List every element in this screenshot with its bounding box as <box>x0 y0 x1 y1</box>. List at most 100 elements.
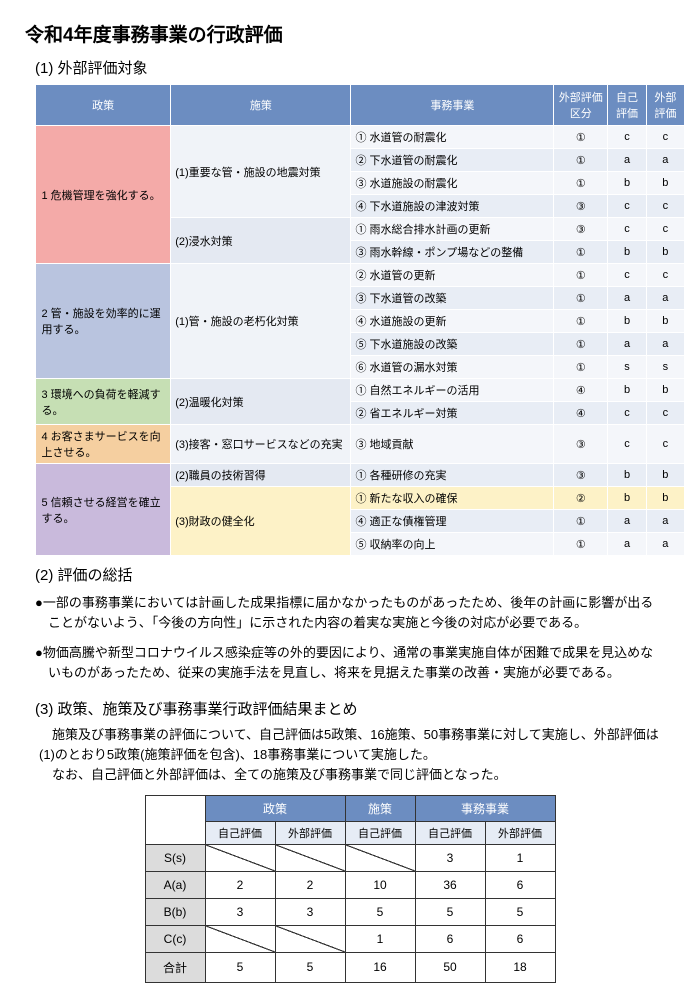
t2-cell: 6 <box>415 925 485 952</box>
page-title: 令和4年度事務事業の行政評価 <box>25 20 675 47</box>
project-cell: ③ 地域貢献 <box>351 425 554 464</box>
t2-cell: 1 <box>485 844 555 871</box>
t2-cell: 18 <box>485 952 555 982</box>
t2-cell: 10 <box>345 871 415 898</box>
eval-cell: ① <box>554 510 608 533</box>
t2-row-header: S(s) <box>145 844 205 871</box>
t2-cell: 3 <box>275 898 345 925</box>
policy-cell: 5 信頼させる経営を確立する。 <box>36 464 171 556</box>
t2-cell <box>205 844 275 871</box>
project-cell: ① 自然エネルギーの活用 <box>351 379 554 402</box>
project-cell: ⑥ 水道管の漏水対策 <box>351 356 554 379</box>
eval-cell: a <box>608 333 646 356</box>
eval-cell: ① <box>554 533 608 556</box>
t2-row-header: 合計 <box>145 952 205 982</box>
eval-cell: s <box>608 356 646 379</box>
t2-sub-header: 外部評価 <box>275 821 345 844</box>
eval-cell: c <box>646 218 684 241</box>
eval-cell: c <box>608 264 646 287</box>
eval-cell: a <box>646 510 684 533</box>
t2-row-header: A(a) <box>145 871 205 898</box>
t1-header: 外部評価 <box>646 85 684 126</box>
measure-cell: (3)接客・窓口サービスなどの充実 <box>171 425 351 464</box>
eval-cell: b <box>608 487 646 510</box>
eval-cell: c <box>608 402 646 425</box>
t2-cell: 36 <box>415 871 485 898</box>
measure-cell: (1)管・施設の老朽化対策 <box>171 264 351 379</box>
eval-cell: ① <box>554 172 608 195</box>
eval-cell: c <box>646 264 684 287</box>
eval-cell: ③ <box>554 464 608 487</box>
eval-cell: ③ <box>554 195 608 218</box>
eval-cell: c <box>646 126 684 149</box>
t2-cell: 1 <box>345 925 415 952</box>
t2-sub-header: 外部評価 <box>485 821 555 844</box>
t1-header: 政策 <box>36 85 171 126</box>
eval-cell: a <box>646 149 684 172</box>
section3-heading: (3) 政策、施策及び事務事業行政評価結果まとめ <box>35 698 675 719</box>
eval-cell: ① <box>554 287 608 310</box>
t2-cell <box>345 844 415 871</box>
project-cell: ④ 適正な債権管理 <box>351 510 554 533</box>
eval-cell: ① <box>554 356 608 379</box>
t2-cell: 5 <box>415 898 485 925</box>
section3-paragraph: 施策及び事務事業の評価について、自己評価は5政策、16施策、50事務事業に対して… <box>39 725 665 785</box>
t1-header: 事務事業 <box>351 85 554 126</box>
section2-heading: (2) 評価の総括 <box>35 564 675 585</box>
eval-cell: c <box>608 218 646 241</box>
t2-top-header: 施策 <box>345 795 415 821</box>
external-eval-table: 政策施策事務事業外部評価区分自己評価外部評価 1 危機管理を強化する。(1)重要… <box>35 84 685 556</box>
project-cell: ① 水道管の耐震化 <box>351 126 554 149</box>
project-cell: ② 省エネルギー対策 <box>351 402 554 425</box>
project-cell: ④ 水道施設の更新 <box>351 310 554 333</box>
measure-cell: (1)重要な管・施設の地震対策 <box>171 126 351 218</box>
eval-cell: ① <box>554 333 608 356</box>
t1-header: 外部評価区分 <box>554 85 608 126</box>
bullet-item: ●一部の事務事業においては計画した成果指標に届かなかったものがあったため、後年の… <box>35 593 665 633</box>
eval-cell: c <box>646 195 684 218</box>
eval-cell: b <box>608 379 646 402</box>
eval-cell: a <box>608 533 646 556</box>
summary-table: 政策施策事務事業 自己評価外部評価自己評価自己評価外部評価 S(s)31A(a)… <box>145 795 556 983</box>
eval-cell: ① <box>554 264 608 287</box>
t2-cell: 5 <box>485 898 555 925</box>
eval-cell: c <box>608 195 646 218</box>
eval-cell: a <box>646 287 684 310</box>
t2-sub-header: 自己評価 <box>415 821 485 844</box>
eval-cell: b <box>646 241 684 264</box>
eval-cell: b <box>608 241 646 264</box>
eval-cell: ③ <box>554 425 608 464</box>
t2-row-header: B(b) <box>145 898 205 925</box>
project-cell: ④ 下水道施設の津波対策 <box>351 195 554 218</box>
measure-cell: (2)浸水対策 <box>171 218 351 264</box>
eval-cell: b <box>608 310 646 333</box>
t2-cell: 3 <box>415 844 485 871</box>
t2-cell: 6 <box>485 871 555 898</box>
t2-cell: 3 <box>205 898 275 925</box>
project-cell: ⑤ 下水道施設の改築 <box>351 333 554 356</box>
t2-top-header: 政策 <box>205 795 345 821</box>
t2-cell: 6 <box>485 925 555 952</box>
t2-cell: 5 <box>205 952 275 982</box>
eval-cell: b <box>646 379 684 402</box>
t2-sub-header: 自己評価 <box>205 821 275 844</box>
project-cell: ② 水道管の更新 <box>351 264 554 287</box>
t2-cell: 2 <box>205 871 275 898</box>
policy-cell: 1 危機管理を強化する。 <box>36 126 171 264</box>
policy-cell: 4 お客さまサービスを向上させる。 <box>36 425 171 464</box>
t2-cell: 50 <box>415 952 485 982</box>
eval-cell: ③ <box>554 218 608 241</box>
t2-cell: 16 <box>345 952 415 982</box>
summary-bullets: ●一部の事務事業においては計画した成果指標に届かなかったものがあったため、後年の… <box>35 593 665 684</box>
eval-cell: c <box>608 425 646 464</box>
eval-cell: ① <box>554 241 608 264</box>
project-cell: ① 新たな収入の確保 <box>351 487 554 510</box>
eval-cell: c <box>608 126 646 149</box>
t2-cell: 5 <box>345 898 415 925</box>
project-cell: ③ 下水道管の改築 <box>351 287 554 310</box>
eval-cell: ① <box>554 126 608 149</box>
t2-cell <box>275 844 345 871</box>
measure-cell: (3)財政の健全化 <box>171 487 351 556</box>
eval-cell: b <box>646 464 684 487</box>
policy-cell: 3 環境への負荷を軽減する。 <box>36 379 171 425</box>
